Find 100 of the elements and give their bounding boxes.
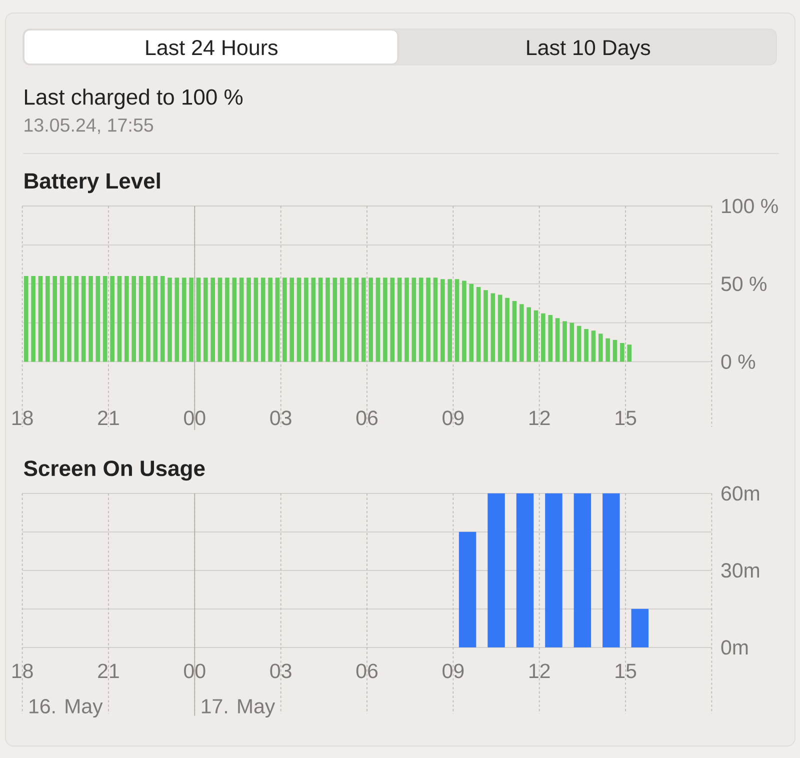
bar <box>146 276 150 362</box>
text: Last 10 Days <box>527 40 650 60</box>
bar <box>440 279 445 362</box>
bar <box>505 298 510 362</box>
bar <box>627 344 632 362</box>
bar <box>362 278 366 362</box>
bar <box>390 278 395 362</box>
bar <box>519 304 524 362</box>
bar <box>347 278 352 362</box>
bar <box>24 276 28 362</box>
bar <box>488 493 505 648</box>
bar <box>598 334 603 362</box>
bar <box>606 338 610 362</box>
bar <box>591 330 596 362</box>
x-tick-label: 12 <box>530 410 550 425</box>
bar <box>404 278 409 362</box>
bar <box>102 276 108 362</box>
bar <box>81 276 86 362</box>
bar <box>275 278 280 362</box>
bar <box>46 276 50 362</box>
x-tick-label: 21 <box>98 410 119 425</box>
bar <box>397 278 402 362</box>
bar <box>290 278 294 362</box>
bar <box>168 278 172 362</box>
bar <box>282 278 287 362</box>
bar <box>620 343 624 362</box>
y-tick-label: 0 % <box>721 354 756 369</box>
bar <box>260 278 266 362</box>
bar <box>153 276 158 362</box>
bar <box>326 278 330 362</box>
bar <box>383 278 388 362</box>
bar <box>239 278 244 362</box>
bar <box>254 278 258 362</box>
bar <box>426 278 430 362</box>
bar <box>612 340 618 362</box>
bar <box>160 276 165 362</box>
x-tick-label: 00 <box>184 664 206 678</box>
bar <box>210 278 215 362</box>
x-tick-label: 18 <box>12 664 33 678</box>
bar <box>340 278 344 362</box>
bar <box>418 278 424 362</box>
bar <box>332 278 338 362</box>
x-tick-label: 18 <box>12 410 33 426</box>
bar <box>562 321 567 362</box>
text: Last charged to 100 % <box>25 88 243 110</box>
bar <box>204 278 208 362</box>
x-tick-label: 03 <box>270 664 292 678</box>
y-tick-label: 30m <box>721 563 760 578</box>
bar <box>117 276 122 362</box>
bar <box>31 276 36 362</box>
bar <box>182 278 186 362</box>
bar <box>132 276 136 362</box>
bar <box>448 279 452 362</box>
bar <box>454 279 460 362</box>
text: Last 24 Hours <box>146 40 278 56</box>
bar <box>584 329 588 362</box>
bar <box>124 276 129 362</box>
bar <box>96 276 100 362</box>
bar <box>476 286 481 362</box>
bar <box>602 493 620 648</box>
y-tick-label: 50 % <box>721 276 766 292</box>
bar <box>110 276 114 362</box>
bar <box>516 493 534 648</box>
bar <box>196 278 201 362</box>
bar <box>60 276 64 362</box>
chart-title: Screen On Usage <box>24 460 205 481</box>
bar <box>433 278 438 362</box>
bar <box>498 294 502 362</box>
bar <box>574 493 592 648</box>
bar <box>304 278 308 362</box>
bar <box>631 608 649 648</box>
bar <box>545 493 562 648</box>
bar <box>570 322 574 362</box>
bar <box>462 280 466 362</box>
bar <box>38 276 43 362</box>
x-tick-label: 21 <box>98 664 119 678</box>
bar <box>52 276 58 362</box>
bar <box>174 278 180 362</box>
bar <box>218 278 222 362</box>
bar <box>534 310 538 362</box>
bar <box>88 276 93 362</box>
x-tick-label: 12 <box>530 664 550 678</box>
bar <box>512 300 517 362</box>
x-tick-label: 09 <box>442 664 464 678</box>
y-tick-label: 0m <box>721 640 748 655</box>
bar <box>268 278 272 362</box>
bar <box>490 293 496 362</box>
bar <box>67 276 72 362</box>
bar <box>376 278 380 362</box>
bar <box>576 326 582 362</box>
bar <box>469 284 474 362</box>
bar <box>458 532 476 648</box>
bar <box>555 318 560 362</box>
bar <box>412 278 416 362</box>
text: 16. May <box>30 698 103 718</box>
x-tick-label: 06 <box>356 410 378 426</box>
ref-line-label: 17. May <box>202 699 276 718</box>
x-tick-label: 15 <box>616 664 636 678</box>
y-tick-label: 60m <box>722 486 760 501</box>
bar <box>548 314 553 362</box>
